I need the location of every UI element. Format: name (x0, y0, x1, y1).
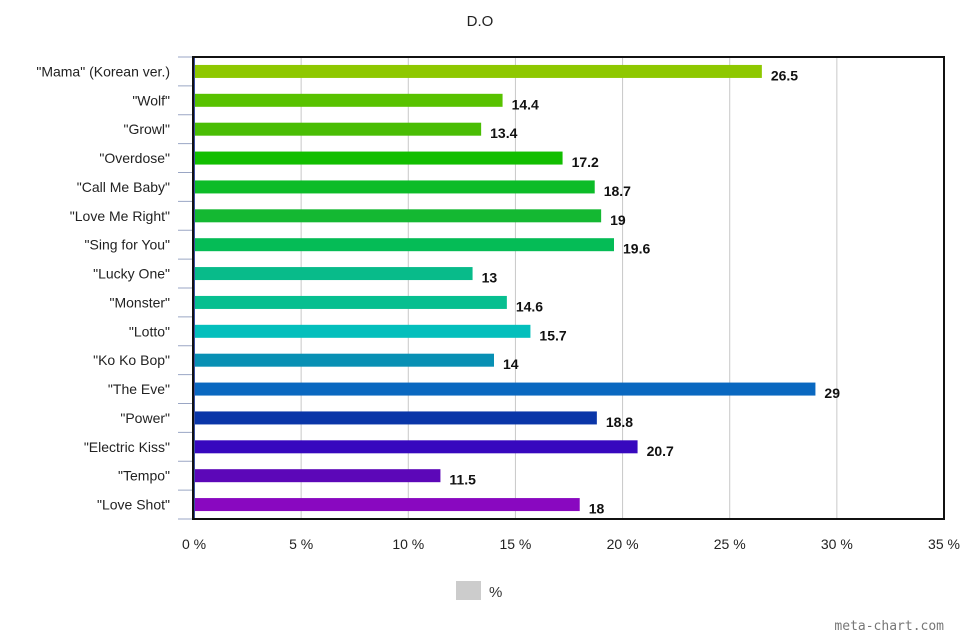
x-tick-label: 30 % (821, 536, 853, 552)
data-label: 26.5 (771, 67, 798, 83)
category-label: "Monster" (109, 294, 170, 310)
bar (194, 382, 816, 396)
x-axis-ticks: 0 % 5 % 10 % 15 % 20 % 25 % 30 % 35 % (182, 536, 960, 552)
data-label: 20.7 (647, 443, 674, 459)
bar (194, 469, 441, 483)
bar (194, 64, 762, 78)
category-label: "The Eve" (108, 381, 170, 397)
data-label: 17.2 (572, 154, 599, 170)
x-tick-label: 10 % (392, 536, 424, 552)
bar (194, 411, 597, 425)
data-label: 14.4 (512, 96, 539, 112)
data-label: 13 (482, 270, 498, 286)
chart-title: D.O (467, 13, 494, 30)
x-tick-label: 25 % (714, 536, 746, 552)
legend-label: % (489, 584, 502, 601)
bar (194, 324, 531, 338)
data-labels: 26.5 14.4 13.4 17.2 18.7 19 19.6 13 14.6 15.7 14 29… (449, 67, 840, 516)
x-tick-label: 5 % (289, 536, 313, 552)
x-tick-label: 0 % (182, 536, 206, 552)
bar (194, 267, 473, 281)
x-tick-label: 20 % (607, 536, 639, 552)
data-label: 14 (503, 356, 519, 372)
watermark: meta-chart.com (834, 619, 944, 634)
data-label: 19 (610, 212, 626, 228)
data-label: 29 (824, 385, 840, 401)
data-label: 11.5 (449, 472, 476, 488)
bar (194, 295, 507, 309)
category-label: "Call Me Baby" (77, 179, 170, 195)
category-label: "Love Shot" (97, 497, 170, 513)
data-label: 18 (589, 501, 605, 517)
data-label: 18.8 (606, 414, 633, 430)
category-label: "Growl" (124, 121, 171, 137)
bar (194, 151, 563, 165)
x-tick-label: 35 % (928, 536, 960, 552)
bar (194, 353, 494, 367)
category-label: "Ko Ko Bop" (93, 352, 170, 368)
bar (194, 93, 503, 107)
category-label: "Lotto" (129, 323, 170, 339)
bar (194, 180, 595, 194)
category-label: "Electric Kiss" (84, 439, 170, 455)
category-label: "Mama" (Korean ver.) (36, 63, 170, 79)
bars (194, 64, 816, 512)
bar (194, 498, 580, 512)
category-label: "Wolf" (132, 92, 170, 108)
category-label: "Tempo" (118, 468, 170, 484)
bar (194, 209, 602, 223)
x-tick-label: 15 % (499, 536, 531, 552)
data-label: 14.6 (516, 298, 543, 314)
legend: % (456, 581, 502, 601)
data-label: 15.7 (539, 327, 566, 343)
data-label: 18.7 (604, 183, 631, 199)
category-label: "Sing for You" (85, 237, 170, 253)
category-label: "Lucky One" (93, 266, 170, 282)
category-labels: "Mama" (Korean ver.) "Wolf" "Growl" "Overdo… (36, 56, 195, 520)
legend-swatch (456, 581, 481, 600)
bar (194, 122, 482, 136)
bar (194, 238, 614, 252)
data-label: 13.4 (490, 125, 517, 141)
bar (194, 440, 638, 454)
category-label: "Overdose" (99, 150, 170, 166)
plot-area-border (192, 56, 945, 520)
category-label: "Love Me Right" (70, 208, 170, 224)
category-label: "Power" (120, 410, 170, 426)
data-label: 19.6 (623, 241, 650, 257)
